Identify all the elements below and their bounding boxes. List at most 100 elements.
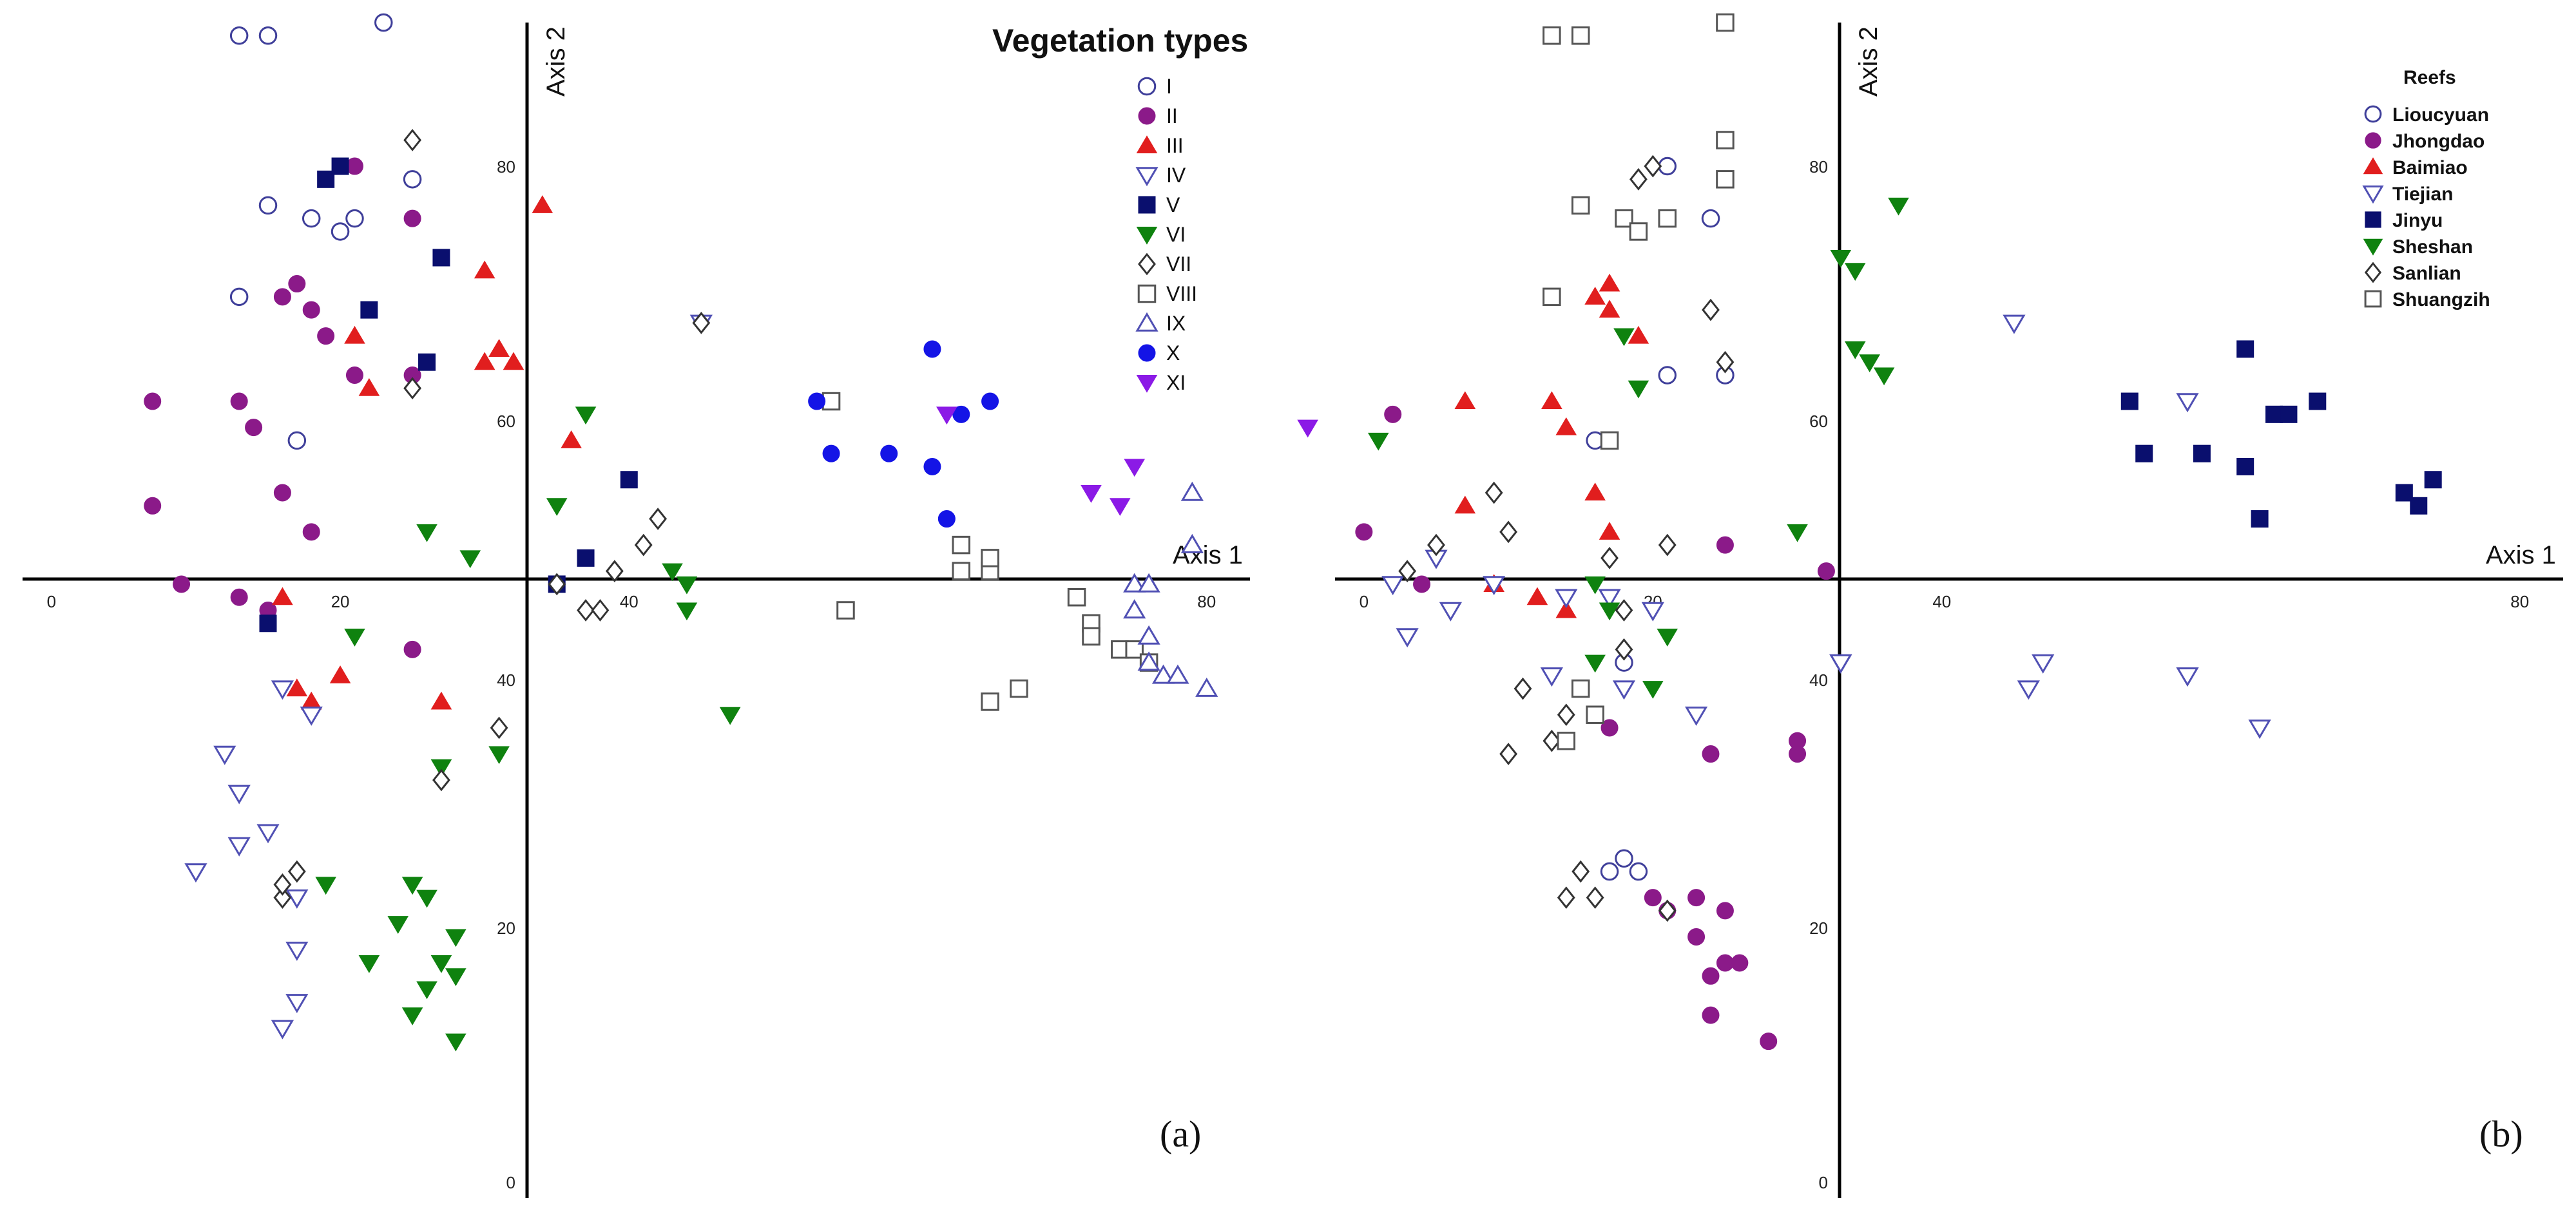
point-sanlian — [1573, 862, 1588, 881]
point-vi — [446, 1034, 465, 1051]
point-vii — [405, 131, 420, 150]
point-shuangzih — [1659, 210, 1676, 227]
point-vi — [490, 747, 509, 763]
legend-label-jinyu: Jinyu — [2392, 210, 2443, 231]
legend-label-ix: IX — [1166, 312, 1186, 335]
point-tiejian — [2019, 681, 2038, 698]
point-shuangzih — [1572, 28, 1589, 44]
point-ii — [289, 276, 305, 292]
point-baimiao — [1600, 274, 1619, 291]
point-vii — [636, 535, 651, 555]
legend-marker-jinyu — [2365, 212, 2381, 227]
point-sheshan — [1658, 629, 1677, 646]
point-sanlian — [1645, 157, 1660, 176]
point-baimiao — [1557, 418, 1576, 435]
point-iii — [475, 262, 494, 278]
point-ix — [1197, 680, 1216, 696]
point-viii — [953, 563, 970, 580]
point-jhongdao — [1717, 537, 1734, 553]
point-vii — [289, 862, 305, 881]
point-tiejian — [1614, 681, 1633, 698]
point-vi — [720, 707, 740, 724]
point-sheshan — [1874, 368, 1894, 385]
point-lioucyuan — [1616, 850, 1633, 867]
point-jhongdao — [1818, 563, 1835, 580]
point-ii — [274, 289, 291, 305]
point-shuangzih — [1572, 680, 1589, 697]
point-sanlian — [1660, 535, 1675, 555]
point-iv — [302, 707, 321, 724]
panel-b-x-tick-80: 80 — [2510, 592, 2529, 611]
point-v — [332, 158, 349, 174]
point-ii — [144, 393, 161, 410]
legend-label-ii: II — [1166, 104, 1178, 128]
panel-a-y-tick-60: 60 — [497, 412, 515, 431]
point-ix — [1168, 667, 1187, 683]
point-viii — [953, 537, 970, 553]
point-vi — [316, 877, 336, 894]
legend-marker-baimiao — [2364, 158, 2382, 174]
legend-marker-ii — [1139, 108, 1155, 124]
legend-label-iv: IV — [1166, 164, 1186, 187]
point-xi — [1298, 420, 1318, 437]
panel-b-y-tick-60: 60 — [1809, 412, 1828, 431]
point-i — [260, 28, 276, 44]
panel-a-y-tick-80: 80 — [497, 157, 515, 176]
point-tiejian — [2033, 655, 2053, 672]
legend-marker-tiejian — [2364, 187, 2382, 202]
legend-marker-sheshan — [2364, 240, 2382, 255]
point-vii — [492, 718, 507, 737]
point-baimiao — [1456, 497, 1475, 513]
point-jhongdao — [1702, 1007, 1719, 1023]
panel-a-x-axis-title: Axis 1 — [1173, 541, 1243, 569]
point-ii — [347, 367, 363, 384]
ordination-figure: 0 20 40 80 608002040 Axis 2 Axis 1 Vegetati… — [0, 0, 2576, 1218]
point-viii — [1083, 628, 1100, 645]
point-sanlian — [1515, 679, 1531, 698]
point-x — [982, 393, 999, 410]
panel-b-x-tick-40: 40 — [1932, 592, 1951, 611]
point-baimiao — [1586, 484, 1605, 500]
point-lioucyuan — [1630, 863, 1647, 880]
point-jhongdao — [1688, 890, 1705, 906]
point-iii — [273, 588, 292, 605]
legend-label-x: X — [1166, 341, 1180, 365]
legend-label-tiejian: Tiejian — [2392, 184, 2453, 205]
point-shuangzih — [1717, 14, 1734, 31]
point-sheshan — [1845, 263, 1865, 280]
point-jhongdao — [1385, 406, 1401, 423]
point-lioucyuan — [1601, 863, 1618, 880]
point-i — [260, 197, 276, 214]
point-jinyu — [2410, 498, 2427, 515]
legend-marker-lioucyuan — [2365, 106, 2381, 122]
legend-label-lioucyuan: Lioucyuan — [2392, 104, 2489, 126]
point-tiejian — [1542, 669, 1561, 685]
point-ii — [404, 642, 421, 658]
point-jinyu — [2251, 511, 2268, 528]
point-shuangzih — [1544, 289, 1561, 305]
point-iv — [287, 942, 307, 959]
point-vi — [389, 917, 408, 933]
panel-a-y-tick-lower-40: 40 — [497, 671, 515, 690]
panel-b-y-tick-80: 80 — [1809, 157, 1828, 176]
panel-a-y-axis-title: Axis 2 — [542, 26, 570, 97]
legend-marker-ix — [1137, 314, 1157, 331]
point-vi — [345, 629, 364, 646]
point-iii — [533, 196, 552, 213]
panel-b-y-tick-lower-0: 0 — [1819, 1173, 1828, 1192]
point-tiejian — [1831, 655, 1850, 672]
legend-marker-jhongdao — [2365, 133, 2381, 148]
point-sanlian — [1501, 522, 1516, 542]
point-vii — [578, 601, 593, 620]
point-tiejian — [1643, 603, 1662, 620]
point-ii — [245, 419, 262, 436]
point-i — [404, 171, 421, 188]
panel-a-legend-title: Vegetation types — [992, 23, 1248, 59]
point-tiejian — [2250, 721, 2269, 737]
point-tiejian — [2178, 669, 2197, 685]
point-ii — [144, 498, 161, 515]
point-shuangzih — [1717, 171, 1734, 188]
point-vi — [418, 982, 437, 998]
point-shuangzih — [1717, 132, 1734, 149]
point-lioucyuan — [1659, 367, 1676, 384]
